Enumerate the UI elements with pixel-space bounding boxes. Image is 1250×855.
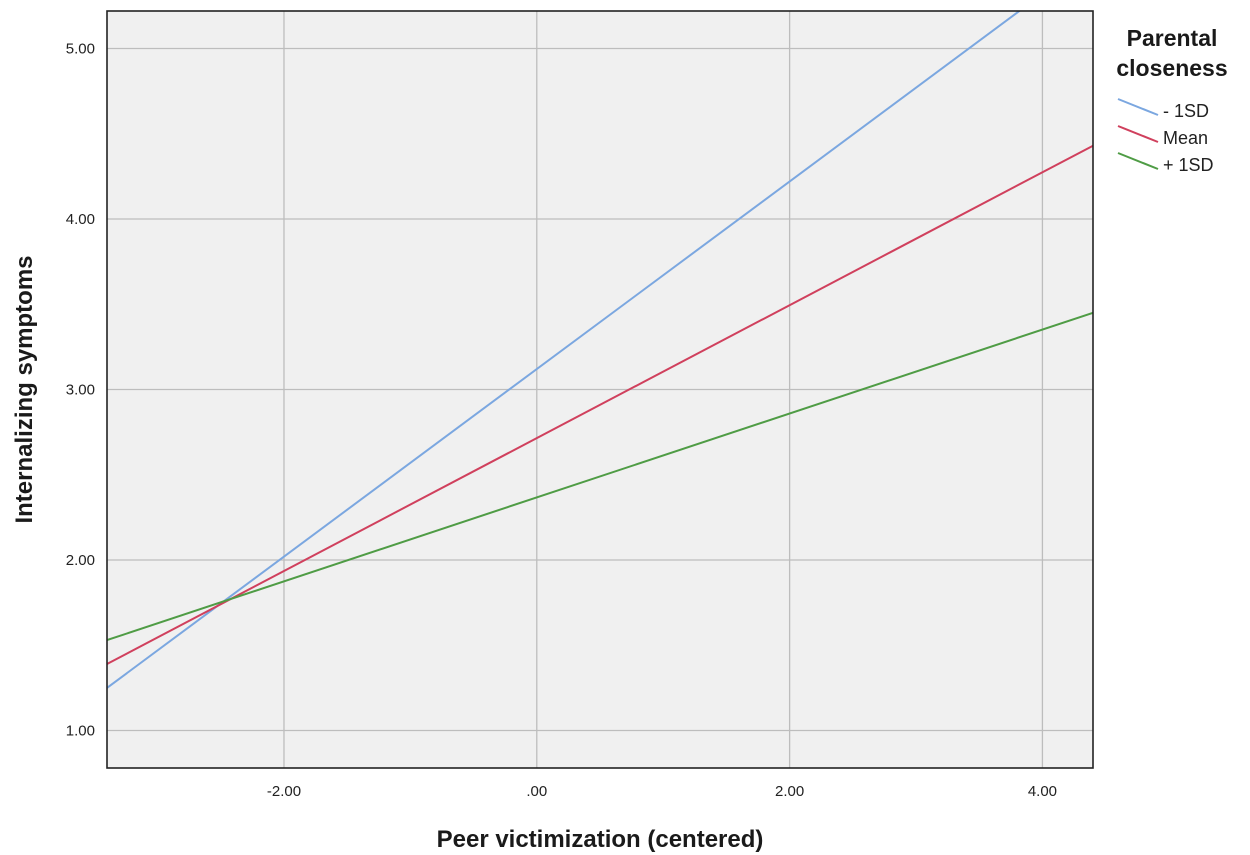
legend-label: + 1SD [1163,155,1214,175]
y-tick-label: 3.00 [66,382,95,399]
x-tick-label: .00 [526,783,547,800]
x-tick-label: -2.00 [267,783,301,800]
legend-label: Mean [1163,128,1208,148]
legend-title-line-2: closeness [1116,55,1227,81]
tick-labels: -2.00 .00 2.00 4.00 1.00 2.00 3.00 4.00 5.00 [66,41,1057,800]
x-tick-label: 2.00 [775,783,804,800]
y-tick-label: 5.00 [66,41,95,58]
series-line-mean [107,144,1093,665]
y-tick-label: 2.00 [66,552,95,569]
grid [107,11,1093,768]
legend-swatch [1117,98,1159,116]
series-lines [107,11,1093,689]
y-tick-label: 1.00 [66,722,95,739]
series-line-1sd [107,311,1093,642]
legend-swatch [1117,125,1159,143]
plot-frame [106,10,1094,769]
legend-title-line-1: Parental [1127,25,1218,51]
series-line-1sd [107,11,1022,689]
y-tick-label: 4.00 [66,211,95,228]
y-axis-title: Internalizing symptoms [11,255,38,523]
legend-label: - 1SD [1163,101,1209,121]
legend-swatch [1117,152,1159,170]
x-axis-title: Peer victimization (centered) [437,826,764,853]
legend: Parental closeness - 1SD Mean + 1SD [1116,25,1227,175]
x-tick-label: 4.00 [1028,783,1057,800]
